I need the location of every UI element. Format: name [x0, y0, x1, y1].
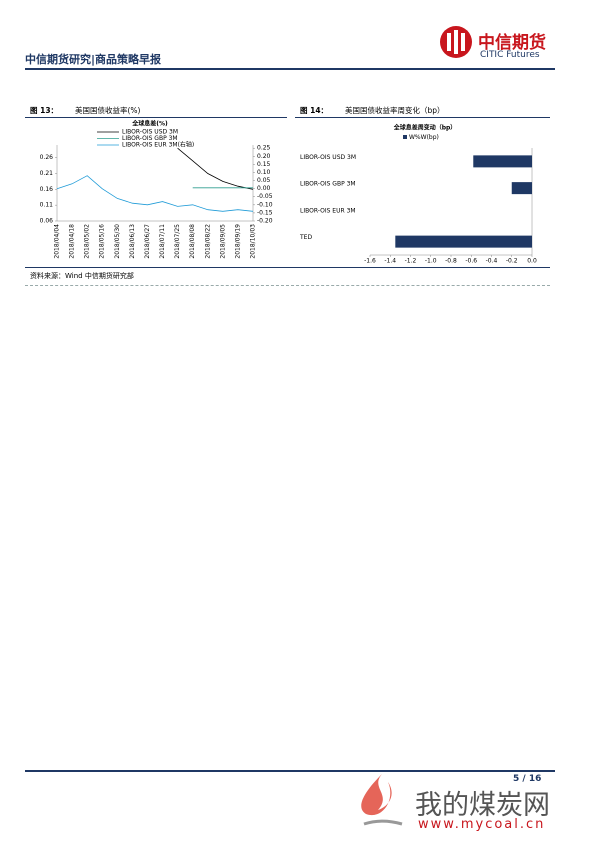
x-tick-label: 2018/04/18 [69, 224, 76, 259]
x-tick-label: 2018/05/16 [99, 224, 106, 259]
y2-tick-label: -0.20 [257, 218, 273, 225]
x-tick-label: 2018/04/04 [54, 224, 61, 259]
y2-tick-label: -0.15 [257, 209, 273, 216]
bar [473, 155, 532, 168]
y2-tick-label: -0.05 [257, 193, 273, 200]
y2-tick-label: 0.15 [257, 161, 271, 168]
x-tick-label: 2018/07/25 [174, 224, 181, 259]
x-tick-label: -0.4 [486, 258, 498, 265]
figure-rule [25, 117, 287, 118]
logo-mark [440, 26, 472, 58]
chart: 全球息差周变动（bp） -1.6 -1.4 -1.2 -1.0 -0.8 -0.6 -0.4 -… [299, 124, 537, 265]
figure-rule [295, 117, 550, 118]
x-tick-label: -1.2 [405, 258, 417, 265]
y-tick-label: 0.11 [40, 202, 54, 209]
chart: 全球息差(%)0.060.110.160.210.26-0.20-0.15-0.… [40, 120, 273, 259]
chart-title: 全球息差(%) [131, 120, 168, 128]
y-tick-label: 0.26 [40, 154, 54, 161]
y-tick-label: LIBOR-OIS USD 3M [300, 154, 356, 161]
y2-tick-label: 0.10 [257, 169, 271, 176]
x-tick-label: 2018/07/11 [159, 224, 166, 259]
y-tick-label: TED [299, 234, 312, 241]
x-tick-label: 2018/08/08 [189, 224, 196, 259]
y2-tick-label: 0.20 [257, 153, 271, 160]
header-rule [25, 68, 555, 70]
y2-tick-label: 0.25 [257, 145, 271, 152]
y2-tick-label: -0.10 [257, 201, 273, 208]
watermark-name: 我的煤炭网 [415, 790, 550, 821]
x-tick-label: 2018/09/05 [219, 224, 226, 259]
series-line [56, 175, 254, 212]
x-tick-label: -0.8 [445, 258, 457, 265]
y2-tick-label: 0.05 [257, 177, 271, 184]
footer-rule [25, 770, 555, 772]
y-tick-label: 0.16 [40, 186, 54, 193]
y2-tick-label: 0.00 [257, 185, 271, 192]
x-tick-label: 2018/05/02 [84, 224, 91, 259]
legend-label: LIBOR-OIS USD 3M [122, 129, 178, 136]
logo-cn: 中信期货 [478, 33, 546, 53]
y-tick-label: LIBOR-OIS EUR 3M [300, 207, 356, 214]
section-rule [25, 285, 550, 286]
page-number: 5 / 16 [513, 774, 542, 784]
y-tick-label: 0.21 [40, 170, 54, 177]
legend-swatch [403, 135, 407, 139]
y-tick-label: 0.06 [40, 218, 54, 225]
legend-label: W%W(bp) [409, 134, 439, 141]
y-tick-label: LIBOR-OIS GBP 3M [300, 181, 356, 188]
chart-title: 全球息差周变动（bp） [393, 124, 457, 132]
x-tick-label: -0.6 [465, 258, 477, 265]
series-line [177, 147, 254, 190]
x-tick-label: -1.0 [425, 258, 437, 265]
figure-title: 美国国债收益率周变化（bp） [345, 106, 445, 115]
x-tick-label: -1.4 [384, 258, 396, 265]
logo-en: CITIC Futures [480, 50, 540, 60]
header-title: 中信期货研究|商品策略早报 [25, 53, 162, 66]
bar [395, 235, 532, 248]
legend-label: LIBOR-OIS GBP 3M [122, 135, 178, 142]
figure-number: 图 13： [30, 106, 59, 115]
source: 资料来源：Wind 中信期货研究部 [30, 272, 134, 280]
figure-title: 美国国债收益率(%) [75, 106, 141, 115]
bar [511, 182, 532, 195]
watermark-url: www.mycoal.cn [418, 817, 546, 832]
x-tick-label: 2018/06/13 [129, 224, 136, 259]
x-tick-label: 2018/05/30 [114, 224, 121, 259]
x-tick-label: 2018/06/27 [144, 224, 151, 259]
x-tick-label: 2018/09/19 [234, 224, 241, 259]
x-tick-label: 2018/08/22 [204, 224, 211, 259]
legend-label: LIBOR-OIS EUR 3M(右轴) [122, 141, 194, 149]
figure-number: 图 14： [300, 106, 329, 115]
x-tick-label: 2018/10/03 [250, 224, 257, 259]
figure-rule [25, 267, 550, 268]
watermark-logo [361, 774, 403, 826]
x-tick-label: -0.2 [506, 258, 518, 265]
x-tick-label: 0.0 [527, 258, 537, 265]
x-tick-label: -1.6 [364, 258, 376, 265]
